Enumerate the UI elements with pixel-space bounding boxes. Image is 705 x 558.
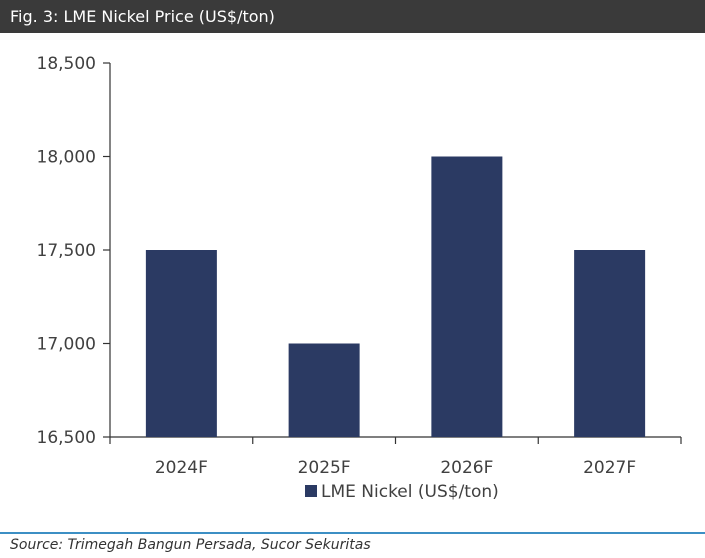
y-tick-label: 18,000 — [37, 148, 96, 168]
x-tick-label: 2025F — [298, 458, 351, 478]
y-tick-label: 18,500 — [37, 54, 96, 74]
figure-title: Fig. 3: LME Nickel Price (US$/ton) — [10, 7, 275, 26]
bar-2024F — [146, 250, 217, 437]
legend-label: LME Nickel (US$/ton) — [321, 482, 499, 502]
bar-chart: 16,500 17,000 17,500 18,000 18,500 2024F 2025F… — [0, 33, 705, 531]
x-tick-label: 2024F — [155, 458, 208, 478]
y-tick-label: 16,500 — [37, 428, 96, 448]
x-tick-label: 2026F — [440, 458, 493, 478]
legend-swatch — [305, 485, 317, 497]
source-note: Source: Trimegah Bangun Persada, Sucor S… — [10, 537, 371, 553]
bar-2025F — [289, 344, 360, 438]
y-tick-label: 17,000 — [37, 335, 96, 355]
y-tick-label: 17,500 — [37, 241, 96, 261]
bar-2027F — [574, 250, 645, 437]
footer-divider — [0, 532, 705, 534]
figure-title-bar: Fig. 3: LME Nickel Price (US$/ton) — [0, 0, 705, 33]
x-tick-label: 2027F — [583, 458, 636, 478]
bar-2026F — [431, 157, 502, 438]
